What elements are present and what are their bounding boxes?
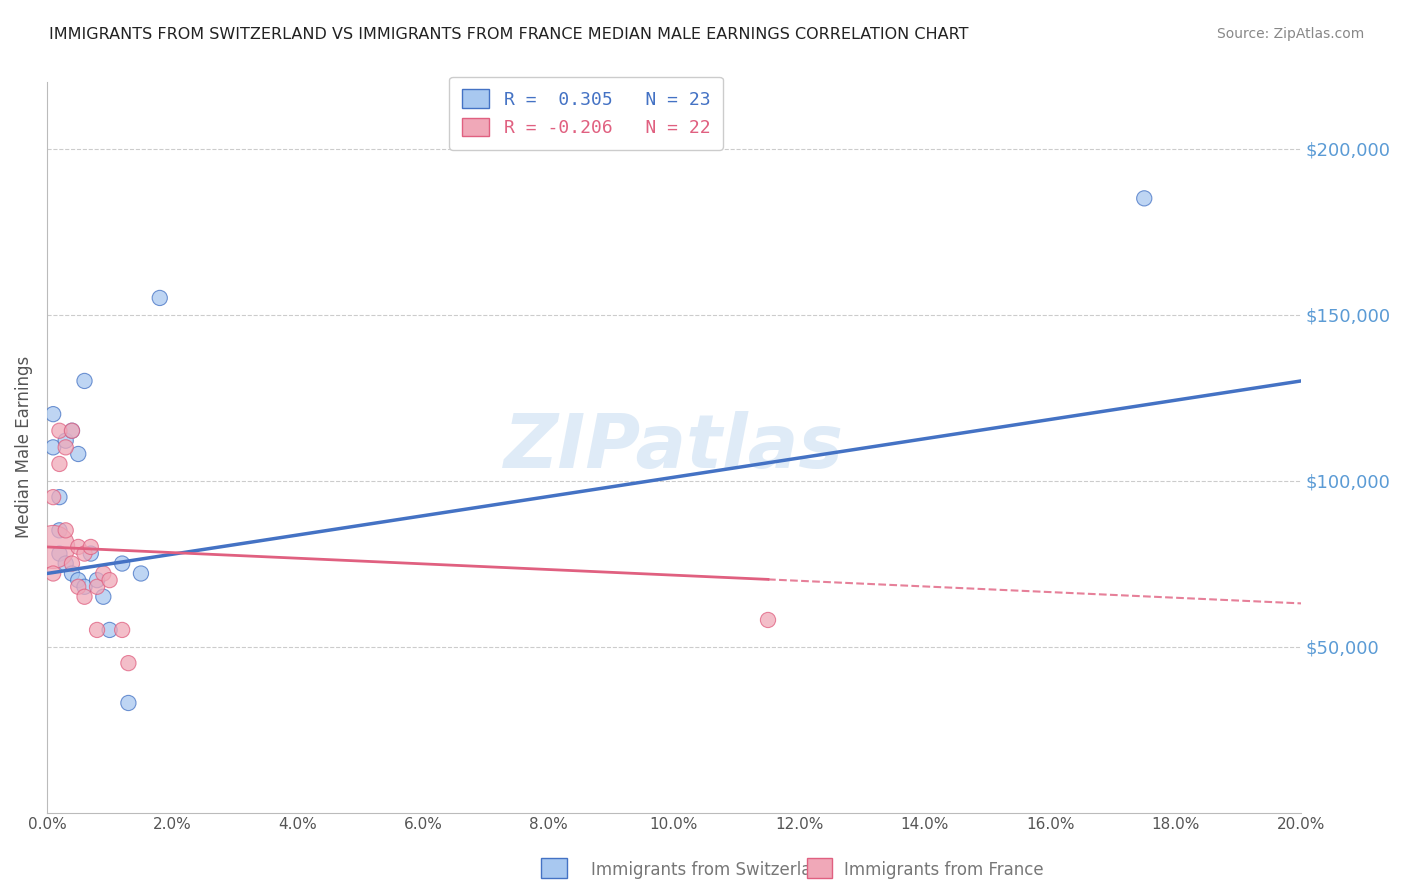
Point (67, 540, 90, 554)
Point (86, 573, 108, 587)
Point (42, 441, 65, 455)
Point (98, 573, 121, 587)
Point (86, 580, 108, 594)
Legend: R =  0.305   N = 23, R = -0.206   N = 22: R = 0.305 N = 23, R = -0.206 N = 22 (450, 77, 723, 150)
Point (73, 374, 96, 388)
Point (55, 441, 77, 455)
Point (80, 547, 103, 561)
Point (117, 696, 139, 710)
Text: Immigrants from France: Immigrants from France (844, 861, 1043, 879)
Point (80, 540, 103, 554)
Text: ZIPatlas: ZIPatlas (503, 411, 844, 483)
Point (42, 490, 65, 504)
Point (91, 566, 114, 581)
Point (60, 557, 83, 571)
Point (1133, 191, 1156, 205)
Text: Source: ZipAtlas.com: Source: ZipAtlas.com (1216, 27, 1364, 41)
Point (48, 547, 70, 561)
Point (86, 623, 108, 637)
Point (111, 623, 134, 637)
Point (48, 424, 70, 438)
Point (60, 424, 83, 438)
Text: IMMIGRANTS FROM SWITZERLAND VS IMMIGRANTS FROM FRANCE MEDIAN MALE EARNINGS CORRE: IMMIGRANTS FROM SWITZERLAND VS IMMIGRANT… (49, 27, 969, 42)
Point (67, 447, 90, 461)
Point (48, 490, 70, 504)
Point (67, 573, 90, 587)
Point (42, 407, 65, 421)
Point (55, 524, 77, 538)
Point (756, 613, 779, 627)
Point (60, 424, 83, 438)
Point (73, 547, 96, 561)
Point (67, 580, 90, 594)
Point (91, 590, 114, 604)
Point (42, 540, 65, 554)
Point (98, 623, 121, 637)
Point (149, 291, 172, 305)
Point (48, 457, 70, 471)
Point (60, 566, 83, 581)
Text: Immigrants from Switzerland: Immigrants from Switzerland (591, 861, 832, 879)
Point (73, 590, 96, 604)
Point (117, 656, 139, 670)
Point (42, 566, 65, 581)
Point (111, 557, 134, 571)
Point (48, 524, 70, 538)
Y-axis label: Median Male Earnings: Median Male Earnings (15, 356, 32, 539)
Point (55, 434, 77, 448)
Point (55, 557, 77, 571)
Point (73, 580, 96, 594)
Point (129, 566, 152, 581)
